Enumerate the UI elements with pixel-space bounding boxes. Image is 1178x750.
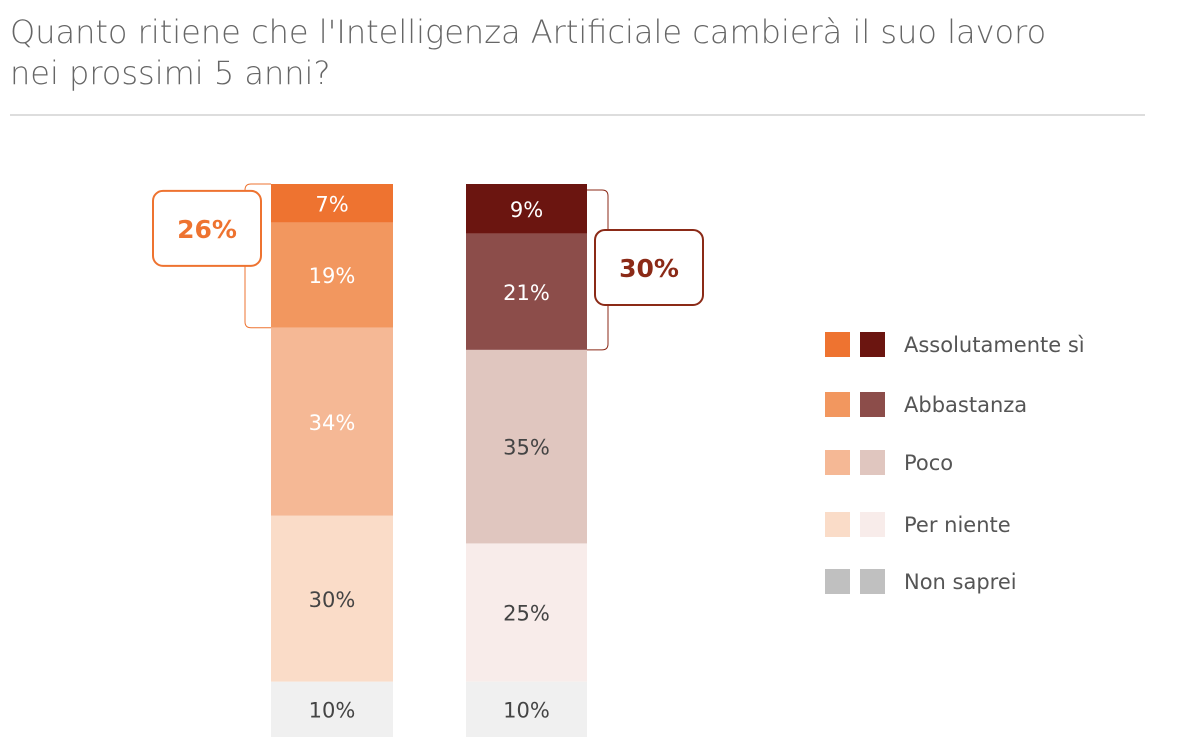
value-label: 9%	[510, 198, 543, 222]
value-label: 34%	[309, 411, 356, 435]
value-label: 7%	[315, 192, 348, 216]
value-label: 21%	[503, 281, 550, 305]
callout-label: 26%	[177, 215, 237, 244]
value-label: 30%	[309, 588, 356, 612]
legend-swatch	[860, 450, 885, 475]
callout-box	[594, 228, 704, 306]
bar-segment	[466, 184, 587, 234]
bar-segment	[271, 327, 393, 516]
value-label: 19%	[309, 264, 356, 288]
chart-title: Quanto ritiene che l'Intelligenza Artifi…	[10, 13, 1047, 92]
legend-label: Non saprei	[904, 570, 1017, 594]
legend-swatch	[860, 392, 885, 417]
legend-swatch	[825, 450, 850, 475]
callout-label: 30%	[619, 254, 679, 283]
bar-segment	[271, 184, 393, 223]
legend-swatch	[860, 512, 885, 537]
legend-label: Per niente	[904, 513, 1011, 537]
bar-segment	[271, 515, 393, 682]
legend-label: Poco	[904, 451, 953, 475]
bar-segment	[466, 233, 587, 350]
bar-segment	[466, 681, 587, 737]
value-label: 10%	[309, 698, 356, 722]
legend-swatch	[825, 569, 850, 594]
legend-label: Abbastanza	[904, 393, 1027, 417]
value-label: 35%	[503, 436, 550, 460]
legend-swatch	[825, 332, 850, 357]
bar-segment	[466, 349, 587, 544]
value-label: 25%	[503, 602, 550, 626]
bar-segment	[271, 681, 393, 737]
value-label: 10%	[503, 698, 550, 722]
bar-segment	[466, 543, 587, 682]
callout-box	[152, 189, 262, 267]
legend-swatch	[860, 332, 885, 357]
bar-segment	[271, 222, 393, 328]
legend-swatch	[860, 569, 885, 594]
legend-swatch	[825, 512, 850, 537]
legend-swatch	[825, 392, 850, 417]
legend-label: Assolutamente sì	[904, 333, 1085, 357]
